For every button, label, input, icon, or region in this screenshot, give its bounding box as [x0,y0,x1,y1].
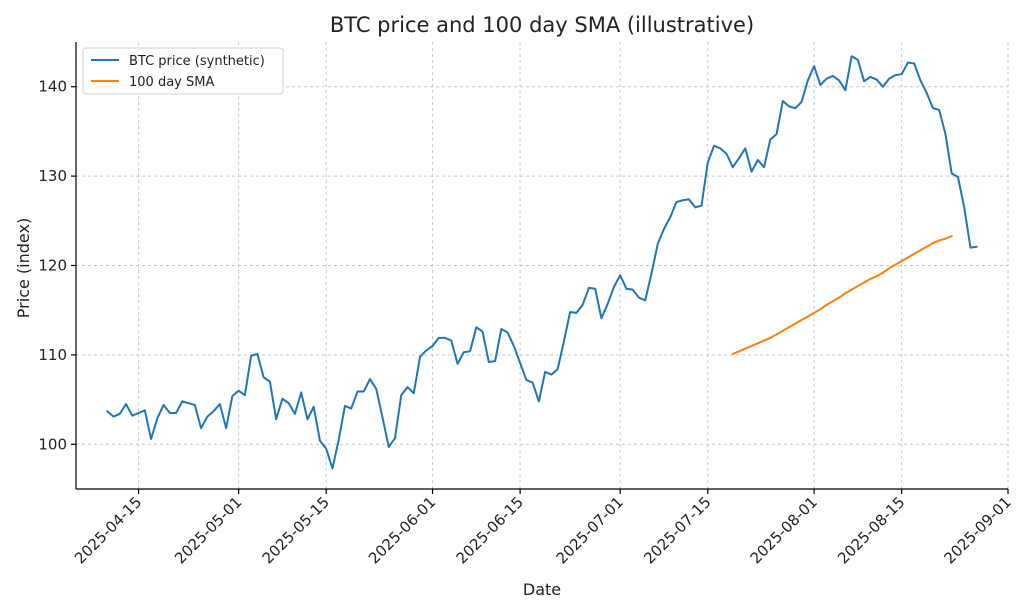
sma-series-line [731,235,953,356]
x-tick-label: 2025-06-15 [453,493,527,567]
x-tick-label: 2025-08-15 [834,493,908,567]
x-tick-label: 2025-06-01 [365,493,439,567]
legend-label: BTC price (synthetic) [129,54,265,69]
x-tick-label: 2025-07-15 [640,493,714,567]
legend-label: 100 day SMA [129,75,214,90]
x-tick-label: 2025-04-15 [71,493,145,567]
x-tick-label: 2025-07-01 [553,493,627,567]
y-tick-label: 140 [38,78,67,96]
price-series-line [106,55,978,470]
legend-box [82,47,284,95]
x-tick-label: 2025-09-01 [940,493,1014,567]
y-axis-label: Price (index) [14,218,33,318]
x-tick-label: 2025-05-01 [171,493,245,567]
y-tick-label: 110 [38,346,67,364]
plot-area [106,55,978,470]
x-tick-label: 2025-08-01 [747,493,821,567]
x-axis-label: Date [523,580,561,599]
y-tick-label: 100 [38,435,67,453]
y-tick-label: 120 [38,257,67,275]
x-tick-label: 2025-05-15 [259,493,333,567]
gridlines [76,42,1009,489]
y-tick-label: 130 [38,167,67,185]
legend: BTC price (synthetic) 100 day SMA [82,47,284,95]
chart-title: BTC price and 100 day SMA (illustrative) [330,13,754,37]
